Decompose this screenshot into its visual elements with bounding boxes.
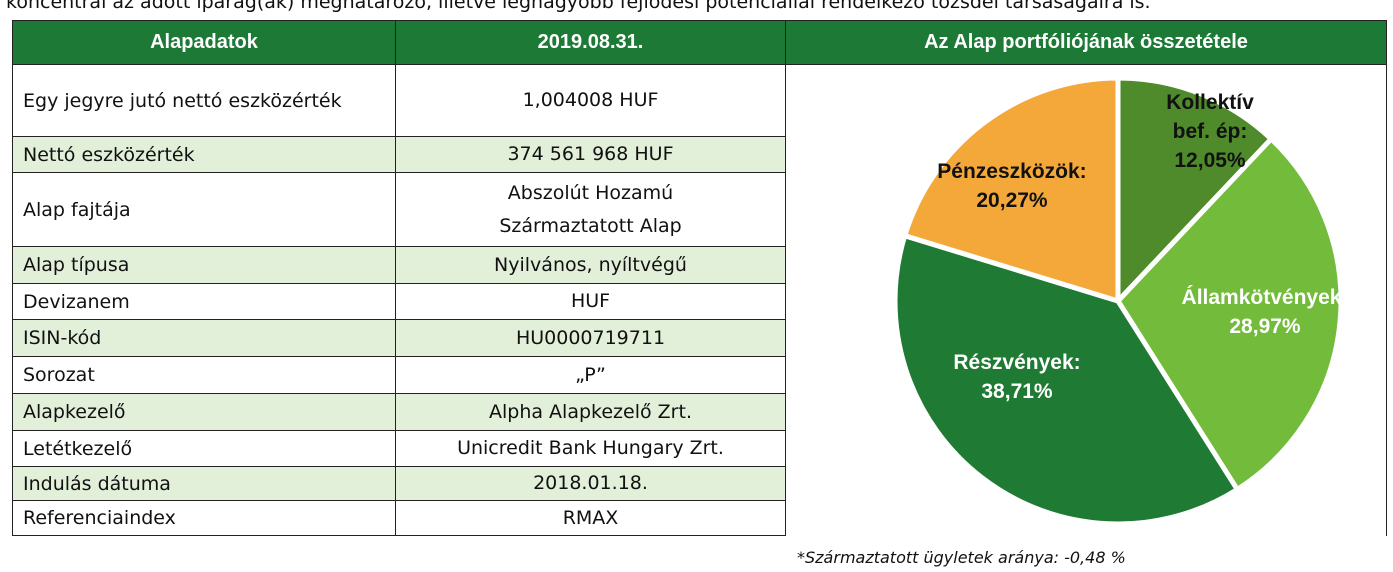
table-cell: Alap típusa: [12, 246, 396, 284]
slice-value-label: 20,27%: [976, 189, 1048, 212]
table-row: Alap fajtája Abszolút Hozamú Származtatot…: [12, 172, 1387, 247]
pie-slice: [1115, 75, 1275, 308]
table-cell: Nyilvános, nyíltvégű: [395, 246, 786, 284]
table-cell: Nettó eszközérték: [12, 136, 396, 173]
table-row: Alapkezelő Alpha Alapkezelő Zrt.: [12, 393, 1387, 431]
header-cell: 2019.08.31.: [395, 20, 786, 65]
table-cell: Alapkezelő: [12, 393, 396, 431]
table-cell: RMAX: [395, 500, 786, 536]
table-cell: Sorozat: [12, 356, 396, 394]
slice-value-label: 12,05%: [1174, 149, 1246, 172]
header-cell: Alapadatok: [12, 20, 396, 65]
pie-slice: [901, 75, 1121, 305]
table-cell: Referenciaindex: [12, 500, 396, 536]
slice-value-label: 28,97%: [1229, 315, 1301, 338]
slice-category: Részvények:: [953, 351, 1081, 374]
intro-text: koncentrál az adott iparág(ak) meghatáro…: [6, 0, 1151, 13]
slice-category: Államkötvények:: [1181, 286, 1349, 309]
slice-label: Kollektív bef. ép: 12,05%: [1145, 88, 1275, 175]
table-row: Letétkezelő Unicredit Bank Hungary Zrt.: [12, 430, 1387, 467]
table-cell: 374 561 968 HUF: [395, 136, 786, 173]
slice-label: Pénzeszközök: 20,27%: [897, 157, 1127, 215]
table-row: ISIN-kód HU0000719711: [12, 319, 1387, 357]
table-row: Devizanem HUF: [12, 283, 1387, 320]
header-cell: Az Alap portfóliójának összetétele: [785, 20, 1387, 65]
table-cell: Indulás dátuma: [12, 466, 396, 501]
table-row: Referenciaindex RMAX: [12, 500, 1387, 536]
table-cell: Alpha Alapkezelő Zrt.: [395, 393, 786, 431]
data-table: Alapadatok 2019.08.31. Az Alap portfólió…: [12, 20, 1387, 536]
table-cell: Egy jegyre jutó nettó eszközérték: [12, 64, 396, 137]
table-row: Indulás dátuma 2018.01.18.: [12, 466, 1387, 501]
slice-label: Államkötvények: 28,97%: [1125, 283, 1393, 341]
table-row: Alap típusa Nyilvános, nyíltvégű: [12, 246, 1387, 284]
table-row: Nettó eszközérték 374 561 968 HUF: [12, 136, 1387, 173]
table-cell: Unicredit Bank Hungary Zrt.: [395, 430, 786, 467]
footnote: *Származtatott ügyletek aránya: -0,48 %: [797, 548, 1126, 567]
slice-label: Részvények: 38,71%: [907, 348, 1127, 406]
table-cell: ISIN-kód: [12, 319, 396, 357]
slice-category: Kollektív bef. ép:: [1166, 91, 1254, 143]
slice-value-label: 38,71%: [981, 380, 1053, 403]
table-row: Sorozat „P”: [12, 356, 1387, 394]
pie-slice: [892, 232, 1241, 527]
table-cell: „P”: [395, 356, 786, 394]
pie-slice: [1114, 135, 1344, 493]
table-cell: 1,004008 HUF: [395, 64, 786, 137]
table-cell: Alap fajtája: [12, 172, 396, 247]
slice-category: Pénzeszközök:: [937, 160, 1087, 183]
table-cell: HU0000719711: [395, 319, 786, 357]
